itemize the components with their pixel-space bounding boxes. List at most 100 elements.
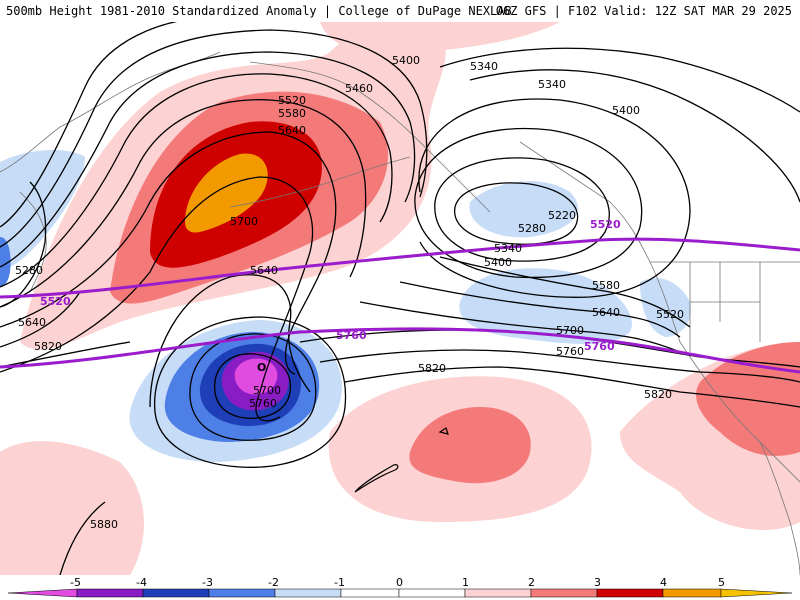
- contour-label-5760-cutoff: 5760: [249, 397, 277, 410]
- contour-label-5580-e: 5580: [592, 279, 620, 292]
- neg2-region-far-west: [0, 237, 11, 287]
- contour-5760-main: [319, 349, 800, 383]
- colorbar-tick-4: 4: [660, 576, 667, 589]
- contour-label-5340-n: 5340: [470, 60, 498, 73]
- neg1-region-far-west: [0, 150, 85, 272]
- contour-label-5760-e: 5760: [556, 345, 584, 358]
- chart-header: 500mb Height 1981-2010 Standardized Anom…: [0, 0, 800, 22]
- colorbar-neg4: [76, 588, 144, 598]
- contour-label-group: 5400 5340 5340 5460 5400 5520 5580 5640 …: [15, 54, 684, 531]
- contour-5220-low: [454, 182, 579, 245]
- pos1-region-top: [320, 22, 560, 56]
- contour-5400-low: [418, 98, 691, 298]
- contour-label-5700-e: 5700: [556, 324, 584, 337]
- contour-5700-ridge: [0, 176, 314, 422]
- colorbar-tick-2: 2: [528, 576, 535, 589]
- contour-label-5400-ne: 5400: [612, 104, 640, 117]
- borders-states-1: [689, 262, 761, 352]
- contour-5820-main: [344, 366, 800, 408]
- climo-label-5520-w: 5520: [40, 295, 71, 308]
- colorbar-tick-neg1: -1: [334, 576, 345, 589]
- contour-5400-ridge: [0, 29, 428, 248]
- colorbar-segments: [7, 588, 793, 598]
- contour-5280-low: [434, 157, 610, 262]
- contour-label-5280-w: 5280: [15, 264, 43, 277]
- hawaii-islands: [354, 427, 449, 493]
- colorbar-tick-0: 0: [396, 576, 403, 589]
- contour-label-5400-e: 5400: [484, 256, 512, 269]
- contour-label-5520-low: 5520: [278, 94, 306, 107]
- contour-label-5820-w: 5820: [34, 340, 62, 353]
- colorbar-tick-neg2: -2: [268, 576, 279, 589]
- contour-label-5460: 5460: [345, 82, 373, 95]
- colorbar-tick-neg3: -3: [202, 576, 213, 589]
- contour-5520-east: [439, 256, 691, 328]
- contour-5820-west: [0, 341, 131, 368]
- contour-5460-low: [469, 69, 800, 203]
- colorbar-neg5: [7, 588, 78, 598]
- colorbar-tick-neg4: -4: [136, 576, 147, 589]
- contour-label-5520-e: 5520: [656, 308, 684, 321]
- contour-label-5640-mid: 5640: [250, 264, 278, 277]
- colorbar-tick-3: 3: [594, 576, 601, 589]
- contour-5340-north: [439, 47, 800, 113]
- contour-label-5700-cutoff: 5700: [253, 384, 281, 397]
- contour-5700-cutoff: [214, 353, 292, 419]
- height-contours: [0, 22, 800, 575]
- contour-label-5700-ridge: 5700: [230, 215, 258, 228]
- colorbar-neg2: [208, 588, 276, 598]
- colorbar-pos4: [662, 588, 722, 598]
- coast-bc: [519, 141, 651, 263]
- chart-title: 500mb Height 1981-2010 Standardized Anom…: [6, 4, 512, 18]
- contour-5640-west: [0, 291, 81, 348]
- neg5-region-cutoff: [234, 358, 278, 395]
- climo-5760-line: [0, 327, 800, 374]
- contour-label-5820-mid: 5820: [418, 362, 446, 375]
- coast-alaska: [249, 61, 491, 213]
- coast-mexico: [759, 441, 800, 575]
- contour-5580-ridge: [0, 99, 367, 308]
- colorbar-zero-neg: [340, 588, 400, 598]
- contour-label-5820-e: 5820: [644, 388, 672, 401]
- colorbar-tick-1: 1: [462, 576, 469, 589]
- contour-label-5640-low: 5640: [278, 124, 306, 137]
- colorbar-pos1: [464, 588, 532, 598]
- contour-label-5400-nw: 5400: [392, 54, 420, 67]
- colorbar-neg3: [142, 588, 210, 598]
- contour-5820-cutoff: [154, 316, 347, 468]
- contour-5880-sw: [59, 501, 106, 575]
- contour-5340-top: [0, 22, 179, 228]
- contour-label-5580: 5580: [278, 107, 306, 120]
- climo-label-group: 5520 5520 5760 5760: [40, 218, 621, 353]
- colorbar-tick-neg5: -5: [70, 576, 81, 589]
- colorbar-pos5: [720, 588, 793, 598]
- contour-label-5640-w: 5640: [18, 316, 46, 329]
- contour-label-5880: 5880: [90, 518, 118, 531]
- colorbar-pos3: [596, 588, 664, 598]
- climo-5520-line: [0, 237, 800, 299]
- pos1-region-southwest: [0, 441, 144, 575]
- colorbar-pos2: [530, 588, 598, 598]
- climo-label-5760-e: 5760: [584, 340, 615, 353]
- contour-label-5220: 5220: [548, 209, 576, 222]
- contour-5460-ridge: [0, 51, 416, 268]
- colorbar-neg1: [274, 588, 342, 598]
- anomaly-shading: [0, 22, 800, 575]
- colorbar-zero-pos: [398, 588, 466, 598]
- contour-5640-east: [359, 301, 681, 353]
- colorbar: -5 -4 -3 -2 -1 0 1 2 3 4 5: [7, 576, 793, 598]
- climatology-lines: [0, 237, 800, 374]
- contour-label-5640-e: 5640: [592, 306, 620, 319]
- climo-label-5520-e: 5520: [590, 218, 621, 231]
- coast-aleutians: [229, 156, 411, 208]
- climo-label-5760-mid: 5760: [336, 329, 367, 342]
- contour-label-5280-e: 5280: [518, 222, 546, 235]
- contour-5580-east: [399, 281, 681, 338]
- anomaly-map: 5400 5340 5340 5460 5400 5520 5580 5640 …: [0, 22, 800, 575]
- coast-westcoast: [649, 261, 800, 483]
- contour-5520-ridge: [0, 73, 393, 288]
- contour-5340-low: [414, 127, 643, 279]
- pos4-region-ridge: [185, 153, 268, 233]
- low-center-marker: O: [257, 361, 266, 374]
- contour-label-5340-e: 5340: [494, 242, 522, 255]
